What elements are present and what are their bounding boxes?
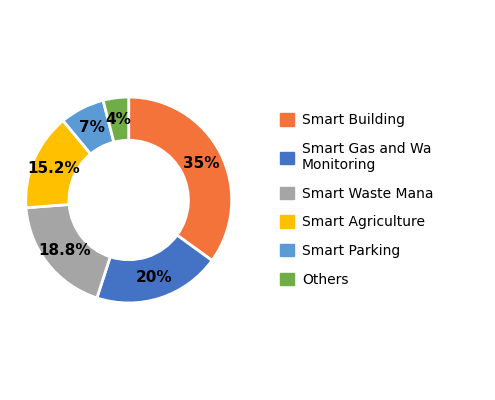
- Text: 7%: 7%: [79, 120, 105, 135]
- Wedge shape: [97, 235, 212, 303]
- Text: 15.2%: 15.2%: [28, 161, 80, 176]
- Text: 20%: 20%: [136, 270, 172, 285]
- Text: 18.8%: 18.8%: [39, 243, 91, 258]
- Text: 4%: 4%: [105, 112, 132, 127]
- Wedge shape: [63, 100, 114, 154]
- Wedge shape: [26, 121, 91, 208]
- Legend: Smart Building, Smart Gas and Wa
Monitoring, Smart Waste Mana, Smart Agriculture: Smart Building, Smart Gas and Wa Monitor…: [274, 108, 439, 292]
- Wedge shape: [129, 97, 232, 260]
- Wedge shape: [103, 97, 129, 142]
- Text: 35%: 35%: [183, 156, 219, 170]
- Wedge shape: [26, 204, 110, 298]
